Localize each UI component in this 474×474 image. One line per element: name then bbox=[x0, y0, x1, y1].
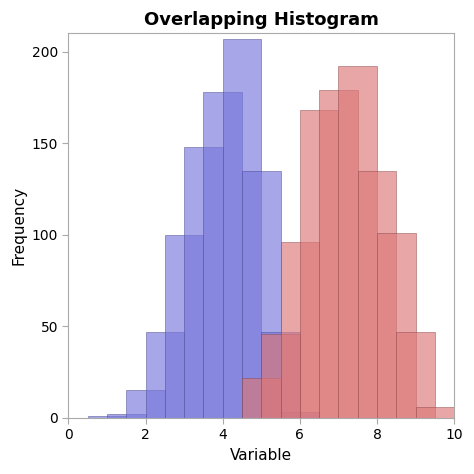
Bar bbox=[319, 90, 358, 418]
Bar bbox=[203, 92, 242, 418]
Title: Overlapping Histogram: Overlapping Histogram bbox=[144, 11, 379, 29]
X-axis label: Variable: Variable bbox=[230, 448, 292, 463]
Bar bbox=[416, 407, 454, 418]
Bar bbox=[358, 171, 396, 418]
Bar bbox=[88, 416, 126, 418]
Bar bbox=[242, 171, 281, 418]
Bar bbox=[184, 147, 223, 418]
Bar bbox=[165, 235, 203, 418]
Bar bbox=[281, 412, 319, 418]
Bar bbox=[146, 332, 184, 418]
Bar bbox=[223, 39, 261, 418]
Bar bbox=[242, 378, 281, 418]
Bar bbox=[107, 414, 146, 418]
Bar bbox=[300, 110, 338, 418]
Y-axis label: Frequency: Frequency bbox=[11, 186, 26, 265]
Bar bbox=[377, 233, 416, 418]
Bar bbox=[338, 66, 377, 418]
Bar bbox=[396, 332, 435, 418]
Bar bbox=[261, 332, 300, 418]
Bar bbox=[281, 242, 319, 418]
Bar bbox=[261, 334, 300, 418]
Bar bbox=[126, 391, 165, 418]
